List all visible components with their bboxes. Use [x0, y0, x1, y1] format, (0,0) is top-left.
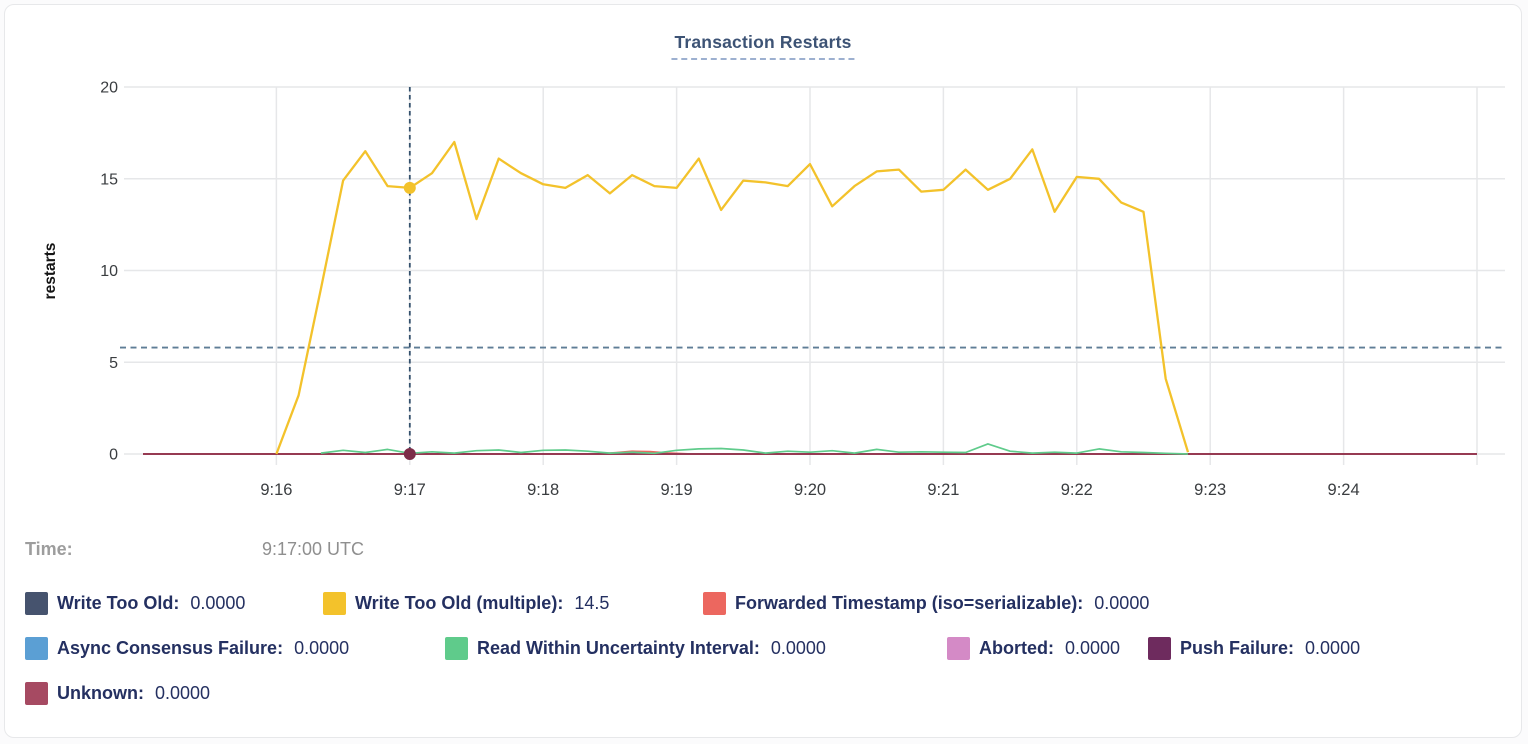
- x-tick-label: 9:17: [394, 481, 426, 499]
- legend-item-write-too-old[interactable]: Write Too Old: 0.0000: [25, 592, 245, 615]
- tooltip-time-value: 9:17:00 UTC: [262, 539, 365, 559]
- legend-value: 0.0000: [1094, 593, 1150, 613]
- x-tick-label: 9:24: [1328, 481, 1360, 499]
- legend-label: Push Failure:: [1180, 638, 1295, 658]
- legend-value: 0.0000: [1065, 638, 1121, 658]
- hover-dot-unknown: [403, 448, 416, 460]
- x-tick-label: 9:16: [260, 481, 292, 499]
- y-tick-label: 0: [109, 447, 118, 464]
- legend-item-forwarded-timestamp-iso-serializable[interactable]: Forwarded Timestamp (iso=serializable): 0…: [703, 592, 1149, 615]
- legend-label: Aborted:: [979, 638, 1054, 658]
- legend-swatch-write-too-old-multiple: [323, 592, 346, 615]
- legend-value: 0.0000: [770, 638, 826, 658]
- legend-swatch-push-failure: [1148, 637, 1171, 660]
- legend-label: Read Within Uncertainty Interval:: [477, 638, 760, 658]
- transaction-restarts-chart[interactable]: 0 5 10 15 20 9:16 9:17 9:18 9:19 9:20 9:21 9:22 9:23…: [5, 5, 1522, 513]
- chart-title[interactable]: Transaction Restarts: [671, 32, 855, 60]
- legend-item-unknown[interactable]: Unknown: 0.0000: [25, 682, 210, 705]
- y-tick-label: 5: [109, 355, 118, 372]
- legend-label: Write Too Old:: [57, 593, 180, 613]
- y-tick-label: 15: [100, 171, 118, 188]
- y-tick-label: 20: [100, 80, 118, 97]
- y-axis-label: restarts: [42, 243, 59, 300]
- legend-label: Unknown:: [57, 683, 144, 703]
- x-tick-label: 9:21: [927, 481, 959, 499]
- legend-swatch-async-consensus-failure: [25, 637, 48, 660]
- series-line-read-within-uncertainty-interval: [320, 443, 1189, 455]
- legend-swatch-read-within-uncertainty-interval: [445, 637, 468, 660]
- legend-item-aborted[interactable]: Aborted: 0.0000: [947, 637, 1120, 660]
- legend-label: Write Too Old (multiple):: [355, 593, 564, 613]
- legend-swatch-write-too-old: [25, 592, 48, 615]
- x-tick-label: 9:20: [794, 481, 826, 499]
- hover-dot-write-too-old-multiple: [403, 181, 416, 194]
- series-line-write-too-old-multiple: [275, 140, 1190, 455]
- legend-value: 0.0000: [190, 593, 246, 613]
- legend-swatch-aborted: [947, 637, 970, 660]
- legend-item-write-too-old-multiple[interactable]: Write Too Old (multiple): 14.5: [323, 592, 609, 615]
- legend-value: 0.0000: [155, 683, 211, 703]
- x-tick-label: 9:18: [527, 481, 559, 499]
- legend-label: Forwarded Timestamp (iso=serializable):: [735, 593, 1084, 613]
- x-tick-label: 9:19: [661, 481, 693, 499]
- tooltip-time-label: Time:: [25, 539, 73, 559]
- legend-item-async-consensus-failure[interactable]: Async Consensus Failure: 0.0000: [25, 637, 349, 660]
- legend-value: 0.0000: [294, 638, 350, 658]
- y-tick-label: 10: [100, 263, 118, 280]
- x-tick-label: 9:22: [1061, 481, 1093, 499]
- legend-value: 14.5: [574, 593, 610, 613]
- x-tick-label: 9:23: [1194, 481, 1226, 499]
- legend-item-push-failure[interactable]: Push Failure: 0.0000: [1148, 637, 1360, 660]
- chart-card: Transaction Restarts 0 5 10 15 20 9:16 9:17 9:1…: [4, 4, 1522, 738]
- legend-label: Async Consensus Failure:: [57, 638, 284, 658]
- legend-value: 0.0000: [1305, 638, 1361, 658]
- legend-swatch-unknown: [25, 682, 48, 705]
- legend-item-read-within-uncertainty-interval[interactable]: Read Within Uncertainty Interval: 0.0000: [445, 637, 826, 660]
- legend-swatch-forwarded-timestamp-iso-serializable: [703, 592, 726, 615]
